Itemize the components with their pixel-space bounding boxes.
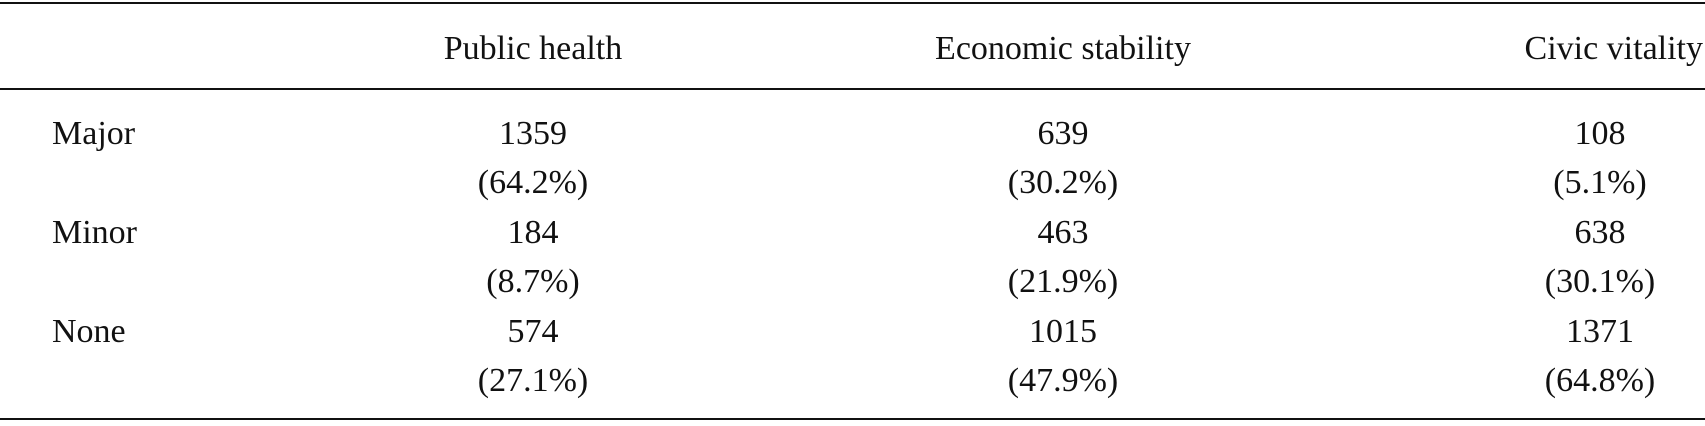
cell-count: 1015 xyxy=(1029,313,1097,350)
top-rule xyxy=(0,2,1705,4)
cell-count: 1371 xyxy=(1566,313,1634,350)
cell-count: 574 xyxy=(507,313,559,350)
cell-percent: (5.1%) xyxy=(1553,164,1647,201)
row-label: Minor xyxy=(52,214,137,251)
cell-count: 184 xyxy=(507,214,559,251)
row-label: Major xyxy=(52,115,136,152)
cell-count: 463 xyxy=(1037,214,1089,251)
cell-count: 1359 xyxy=(499,115,567,152)
column-header: Public health xyxy=(443,30,623,67)
column-header: Economic stability xyxy=(935,30,1191,67)
cell-count: 108 xyxy=(1574,115,1626,152)
header-rule xyxy=(0,88,1705,90)
cell-percent: (27.1%) xyxy=(477,362,589,399)
column-header: Civic vitality xyxy=(1524,30,1703,67)
cell-percent: (8.7%) xyxy=(486,263,580,300)
cell-percent: (64.2%) xyxy=(477,164,589,201)
bottom-rule xyxy=(0,418,1705,420)
cell-percent: (30.2%) xyxy=(1007,164,1119,201)
cell-percent: (21.9%) xyxy=(1007,263,1119,300)
cell-percent: (47.9%) xyxy=(1007,362,1119,399)
cell-percent: (30.1%) xyxy=(1544,263,1656,300)
cell-percent: (64.8%) xyxy=(1544,362,1656,399)
row-label: None xyxy=(52,313,126,350)
cell-count: 638 xyxy=(1574,214,1626,251)
cell-count: 639 xyxy=(1037,115,1089,152)
